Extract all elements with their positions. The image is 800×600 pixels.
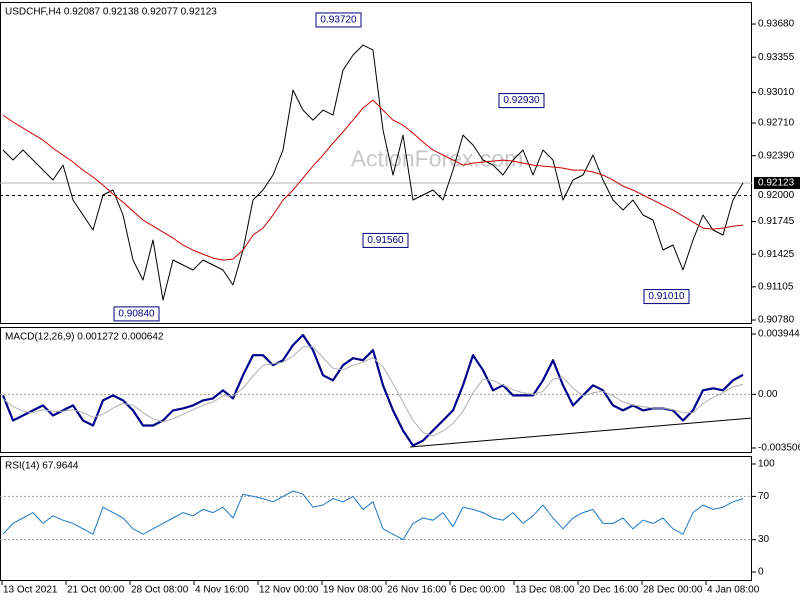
annotation-box bbox=[643, 289, 690, 305]
y-tick-label: 30 bbox=[758, 534, 770, 545]
panel-title: MACD(12,26,9) 0.001272 0.000642 bbox=[5, 332, 164, 343]
annotation-label: 0.91560 bbox=[367, 235, 404, 246]
annotation-label: 0.93720 bbox=[320, 15, 357, 26]
series-line bbox=[2, 490, 744, 541]
y-tick-label: -0.003506 bbox=[758, 443, 800, 454]
x-tick-label: 19 Nov 08:00 bbox=[323, 585, 383, 596]
x-tick-label: 28 Dec 00:00 bbox=[643, 585, 703, 596]
series-line bbox=[2, 346, 744, 437]
x-tick-label: 26 Nov 16:00 bbox=[387, 585, 447, 596]
panel-frame bbox=[0, 456, 752, 581]
price-level-label: 0.92000 bbox=[758, 190, 795, 201]
y-tick-label: 0.93680 bbox=[758, 19, 795, 30]
x-tick-label: 6 Dec 00:00 bbox=[451, 585, 505, 596]
y-tick-label: 0.91425 bbox=[758, 249, 795, 260]
y-tick-label: 0.93010 bbox=[758, 87, 795, 98]
annotation-label: 0.90840 bbox=[118, 309, 155, 320]
panel-frame bbox=[0, 327, 752, 453]
current-price-box bbox=[754, 176, 800, 189]
y-tick-label: 0.003944 bbox=[758, 329, 800, 340]
annotation-label: 0.91010 bbox=[648, 291, 685, 302]
series-line bbox=[2, 44, 744, 301]
x-tick-label: 4 Nov 16:00 bbox=[195, 585, 249, 596]
y-tick-label: 70 bbox=[758, 491, 770, 502]
y-tick-label: 0.91105 bbox=[758, 282, 794, 293]
panel-title: USDCHF,H4 0.92087 0.92138 0.92077 0.9212… bbox=[5, 7, 217, 18]
price-level-box bbox=[754, 189, 800, 202]
watermark: ActionForex.com bbox=[351, 146, 524, 172]
y-tick-label: 0.92710 bbox=[758, 118, 795, 129]
x-tick-label: 13 Dec 08:00 bbox=[515, 585, 575, 596]
panel-frame bbox=[0, 2, 752, 324]
y-tick-label: 0.93355 bbox=[758, 52, 795, 63]
x-tick-label: 12 Nov 00:00 bbox=[259, 585, 319, 596]
y-tick-label: 0.90780 bbox=[758, 315, 795, 326]
x-tick-label: 20 Dec 16:00 bbox=[579, 585, 639, 596]
annotation-box bbox=[362, 232, 409, 248]
y-tick-label: 0.91745 bbox=[758, 216, 795, 227]
x-tick-label: 21 Oct 00:00 bbox=[67, 585, 125, 596]
annotation-box bbox=[498, 93, 545, 109]
annotation-box bbox=[315, 12, 362, 28]
y-tick-label: 0 bbox=[758, 567, 764, 578]
y-tick-label: 0.92390 bbox=[758, 150, 795, 161]
series-line bbox=[2, 99, 744, 261]
y-tick-label: 0.00 bbox=[758, 389, 778, 400]
trend-line bbox=[409, 417, 753, 448]
current-price-label: 0.92123 bbox=[758, 178, 795, 189]
y-tick-label: 100 bbox=[758, 459, 775, 470]
panel-title: RSI(14) 67.9644 bbox=[5, 461, 79, 472]
x-tick-label: 4 Jan 08:00 bbox=[707, 585, 760, 596]
annotation-box bbox=[113, 306, 160, 322]
annotation-label: 0.92930 bbox=[503, 95, 540, 106]
x-tick-label: 28 Oct 08:00 bbox=[131, 585, 189, 596]
x-tick-label: 13 Oct 2021 bbox=[3, 585, 58, 596]
